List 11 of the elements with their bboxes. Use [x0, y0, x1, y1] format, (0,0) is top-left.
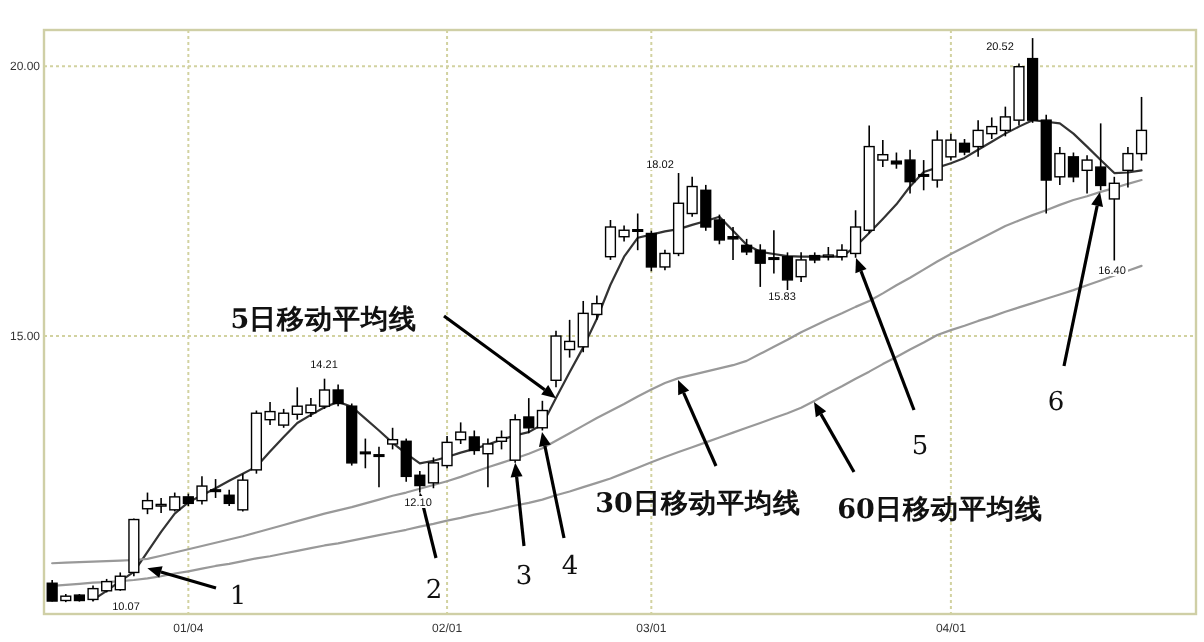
annotation: 1: [229, 582, 247, 612]
annotation: 5: [911, 432, 929, 462]
candlestick: [373, 445, 385, 488]
annotation: 4: [561, 552, 579, 582]
annotation: 2: [425, 576, 443, 606]
annotation: 3: [515, 562, 533, 592]
annotation: 5日移动平均线: [230, 304, 418, 336]
candlestick: [128, 518, 140, 578]
annotation: 30日移动平均线: [595, 488, 801, 520]
annotation: 6: [1047, 388, 1065, 418]
annotation: 60日移动平均线: [837, 494, 1043, 526]
